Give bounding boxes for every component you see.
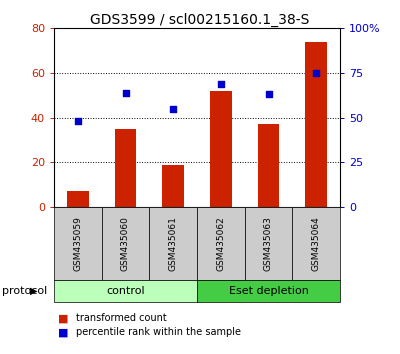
Point (75, 119, 81, 124)
Text: ■: ■ (58, 313, 68, 323)
Text: GSM435061: GSM435061 (169, 216, 178, 271)
Text: GSM435063: GSM435063 (264, 216, 273, 271)
Point (122, 90, 129, 96)
Point (218, 81, 224, 87)
Bar (258, 124, 279, 207)
Point (313, 70, 319, 76)
Text: protocol: protocol (2, 286, 47, 296)
Point (265, 92, 272, 97)
Text: Eset depletion: Eset depletion (228, 286, 308, 296)
Text: percentile rank within the sample: percentile rank within the sample (76, 327, 241, 337)
Bar (162, 165, 184, 207)
Text: GSM435064: GSM435064 (312, 216, 321, 271)
Point (170, 106, 176, 112)
Text: ■: ■ (58, 327, 68, 337)
Text: control: control (106, 286, 145, 296)
Bar (67, 192, 88, 207)
Bar (210, 91, 232, 207)
Text: GSM435060: GSM435060 (121, 216, 130, 271)
Text: ▶: ▶ (30, 286, 38, 296)
Bar (306, 42, 327, 207)
Text: transformed count: transformed count (76, 313, 167, 323)
Text: GSM435059: GSM435059 (73, 216, 82, 271)
Text: GDS3599 / scl00215160.1_38-S: GDS3599 / scl00215160.1_38-S (90, 12, 310, 27)
Bar (115, 129, 136, 207)
Text: GSM435062: GSM435062 (216, 216, 225, 271)
